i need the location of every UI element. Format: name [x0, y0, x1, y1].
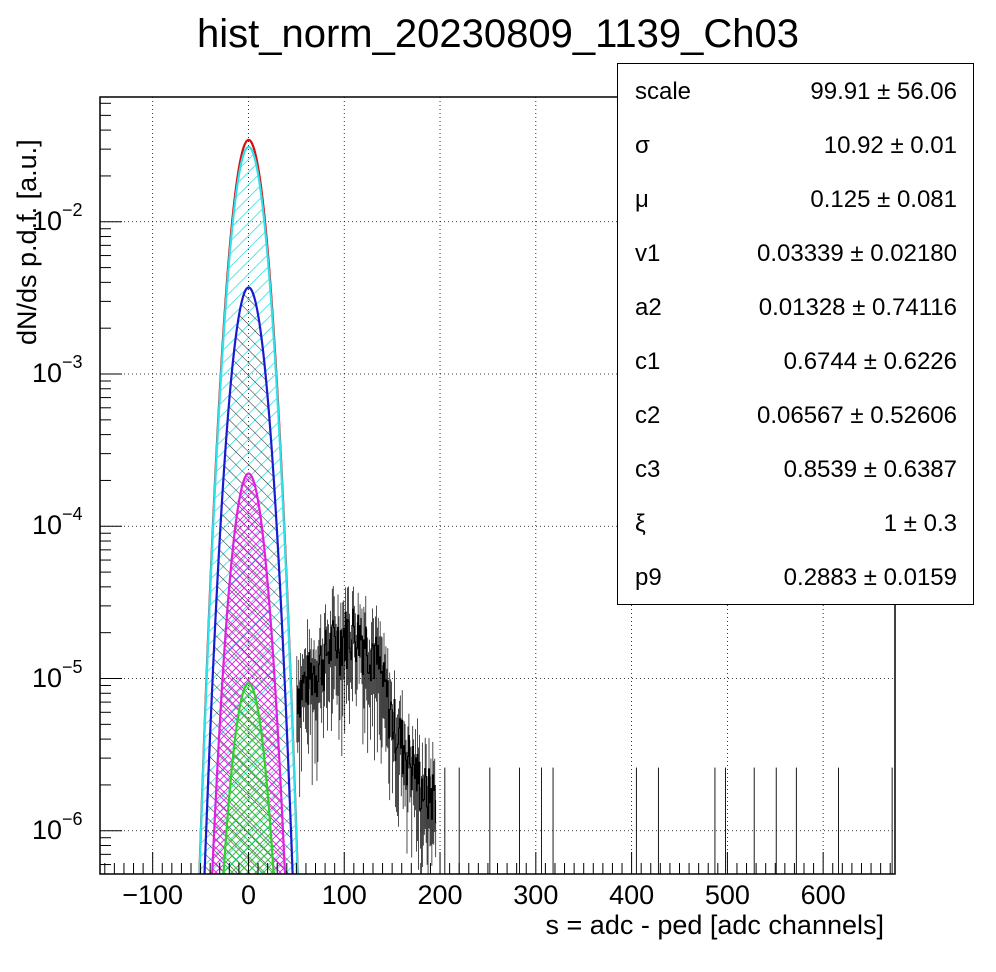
y-axis-label: dN/ds p.d.f. [a.u.]: [12, 139, 42, 345]
stat-value: 0.6744 ± 0.6226: [783, 348, 957, 375]
stat-name: c1: [635, 348, 661, 375]
stat-row: μ 0.125 ± 0.081: [618, 172, 973, 226]
stat-value: 0.01328 ± 0.74116: [758, 294, 957, 321]
y-tick-label: 10−4: [32, 504, 83, 541]
fit-statistics-box: scale 99.91 ± 56.06 σ 10.92 ± 0.01 μ 0.125 ± …: [617, 63, 974, 605]
stat-row: a2 0.01328 ± 0.74116: [618, 280, 973, 334]
stat-value: 0.8539 ± 0.6387: [783, 456, 957, 483]
histogram-data: [296, 585, 893, 874]
stat-value: 99.91 ± 56.06: [810, 78, 957, 105]
stat-name: p9: [635, 564, 662, 591]
curve-fill: [223, 683, 274, 874]
x-tick-label: 200: [417, 880, 463, 910]
x-tick-label: 300: [513, 880, 559, 910]
stat-name: c3: [635, 456, 661, 483]
stat-row: ξ 1 ± 0.3: [618, 496, 973, 550]
stat-row: σ 10.92 ± 0.01: [618, 118, 973, 172]
stat-row: c2 0.06567 ± 0.52606: [618, 388, 973, 442]
y-tick-label: 10−3: [32, 352, 83, 389]
y-tick-label: 10−2: [32, 199, 83, 236]
stat-name: σ: [635, 132, 650, 159]
stat-value: 0.2883 ± 0.0159: [783, 564, 957, 591]
stat-name: a2: [635, 294, 662, 321]
y-tick-label: 10−6: [32, 808, 83, 845]
stat-name: c2: [635, 402, 661, 429]
stat-name: scale: [635, 78, 692, 105]
histogram-tail: [296, 608, 437, 824]
fit-curve: [203, 286, 294, 874]
x-tick-label: 0: [240, 880, 256, 910]
stat-name: μ: [635, 186, 649, 213]
x-tick-label: 500: [704, 880, 750, 910]
x-tick-label: 400: [609, 880, 655, 910]
x-tick-label: −100: [122, 880, 184, 910]
stat-value: 0.03339 ± 0.02180: [756, 240, 957, 267]
x-axis-label: s = adc - ped [adc channels]: [545, 910, 884, 940]
stat-name: v1: [635, 240, 661, 267]
stat-row: c1 0.6744 ± 0.6226: [618, 334, 973, 388]
fit-curve: [198, 145, 299, 874]
x-tick-label: 100: [321, 880, 367, 910]
stat-row: p9 0.2883 ± 0.0159: [618, 550, 973, 604]
fit-curves: [198, 138, 299, 874]
stat-value: 0.06567 ± 0.52606: [756, 402, 957, 429]
stat-name: ξ: [635, 510, 646, 537]
fit-curve: [211, 472, 287, 874]
stat-value: 10.92 ± 0.01: [823, 132, 957, 159]
stat-value: 1 ± 0.3: [883, 510, 957, 537]
stat-value: 0.125 ± 0.081: [810, 186, 957, 213]
axis-ticks: [100, 102, 891, 874]
chart-title: hist_norm_20230809_1139_Ch03: [197, 12, 799, 56]
stat-row: v1 0.03339 ± 0.02180: [618, 226, 973, 280]
stat-row: c3 0.8539 ± 0.6387: [618, 442, 973, 496]
y-tick-label: 10−5: [32, 656, 83, 693]
stat-row: scale 99.91 ± 56.06: [618, 64, 973, 118]
x-tick-label: 600: [800, 880, 846, 910]
fit-curve: [222, 682, 275, 874]
